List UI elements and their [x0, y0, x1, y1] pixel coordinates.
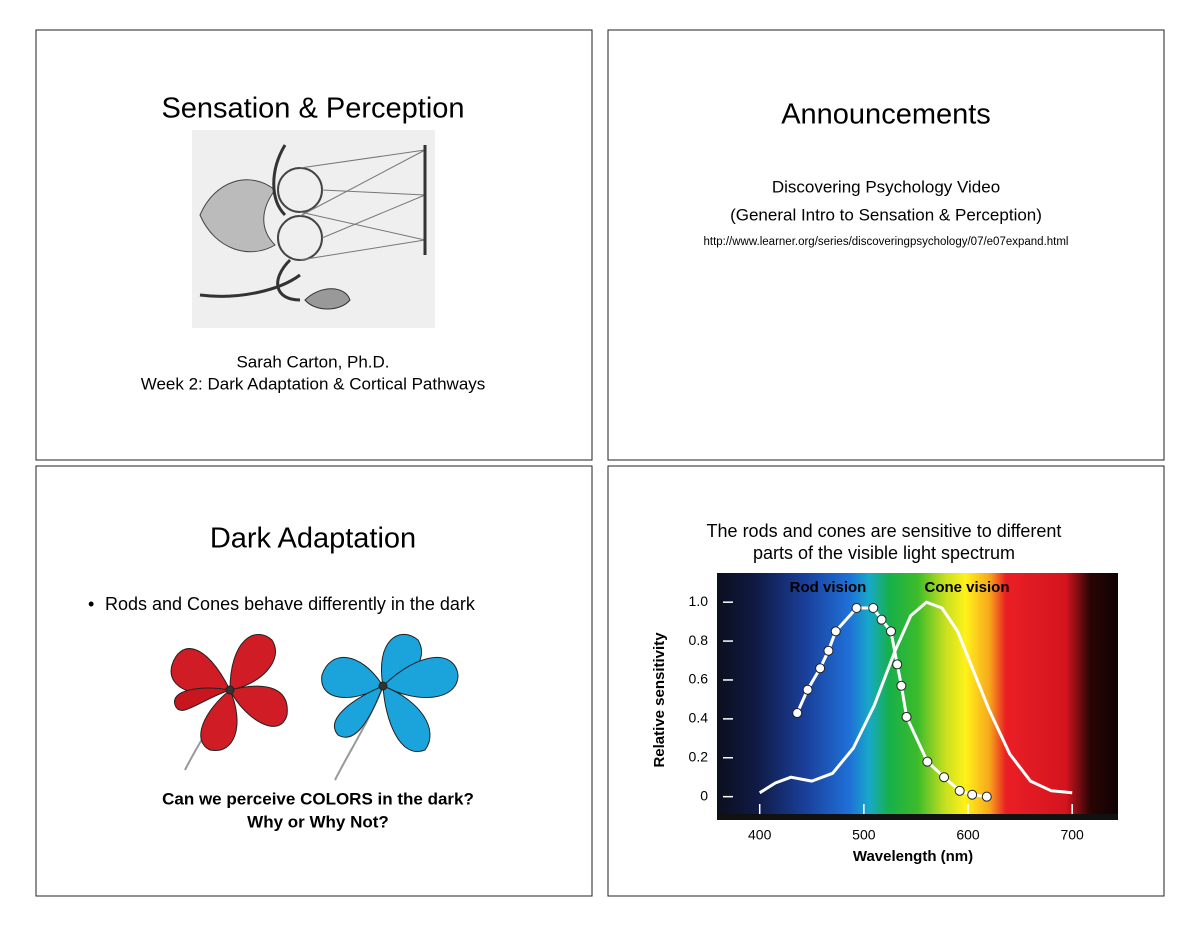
- y-axis-label: Relative sensitivity: [651, 632, 668, 768]
- chart-title: The rods and cones are sensitive to diff…: [707, 521, 1062, 541]
- data-point: [851, 603, 862, 614]
- question: Can we perceive COLORS in the dark?: [162, 789, 474, 808]
- announcement: (General Intro to Sensation & Perception…: [730, 205, 1042, 224]
- announcement: Discovering Psychology Video: [772, 177, 1000, 196]
- slide-title: Sensation & Perception: [161, 93, 464, 125]
- bullet-dot: •: [88, 594, 94, 614]
- bullet-text: Rods and Cones behave differently in the…: [105, 594, 476, 614]
- url: http://www.learner.org/series/discoverin…: [703, 236, 1068, 248]
- data-point: [901, 711, 912, 722]
- x-axis-bar: [717, 814, 1118, 820]
- data-point: [792, 708, 803, 719]
- y-tick-label: 0.6: [689, 671, 709, 687]
- illustration: [192, 130, 435, 328]
- data-point: [922, 756, 933, 767]
- x-tick-label: 600: [956, 827, 980, 843]
- x-tick-label: 400: [748, 827, 772, 843]
- x-tick-label: 500: [852, 827, 876, 843]
- data-point: [954, 785, 965, 796]
- data-point: [885, 626, 896, 637]
- data-point: [868, 603, 879, 614]
- series-line: [758, 600, 1073, 795]
- blue-flower: [321, 634, 459, 781]
- series-label: Cone vision: [924, 579, 1009, 596]
- slide-title: Announcements: [781, 99, 991, 131]
- y-tick-label: 0.8: [689, 632, 709, 648]
- author: Sarah Carton, Ph.D.: [236, 352, 389, 371]
- slide-frame: [607, 29, 1165, 461]
- data-point: [896, 680, 907, 691]
- slide-title: Dark Adaptation: [210, 523, 416, 555]
- series-label: Rod vision: [790, 579, 867, 596]
- question: Why or Why Not?: [247, 812, 389, 831]
- data-point: [981, 791, 992, 802]
- y-tick-label: 0: [700, 787, 708, 803]
- slide-frame: [35, 465, 593, 897]
- data-point: [823, 645, 834, 656]
- data-point: [830, 626, 841, 637]
- data-point: [815, 663, 826, 674]
- x-tick-label: 700: [1060, 827, 1084, 843]
- subtitle: Week 2: Dark Adaptation & Cortical Pathw…: [141, 374, 486, 393]
- data-point: [802, 684, 813, 695]
- data-point: [967, 789, 978, 800]
- chart-title: parts of the visible light spectrum: [753, 543, 1015, 563]
- red-flower: [170, 634, 288, 771]
- y-tick-label: 0.4: [689, 710, 709, 726]
- y-tick-label: 0.2: [689, 748, 709, 764]
- data-point: [939, 772, 950, 783]
- y-tick-label: 1.0: [689, 593, 709, 609]
- data-point: [876, 614, 887, 625]
- x-axis-label: Wavelength (nm): [853, 848, 973, 865]
- data-point: [892, 659, 903, 670]
